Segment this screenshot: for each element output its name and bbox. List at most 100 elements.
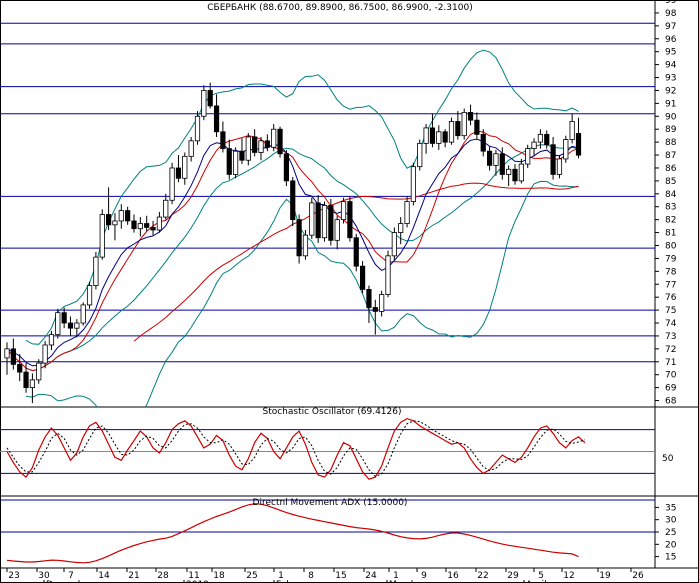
candle: [315, 195, 321, 243]
bollinger-bands: [25, 49, 579, 407]
candle-body: [379, 294, 385, 312]
candle: [537, 129, 544, 149]
candle: [347, 196, 353, 242]
candle-body: [512, 168, 518, 182]
candle-body: [417, 143, 423, 168]
candle-body: [321, 205, 328, 239]
candle-body: [461, 112, 467, 137]
candle-body: [36, 362, 42, 381]
month-label: February: [276, 580, 317, 583]
candle-body: [74, 322, 80, 329]
candle-body: [239, 150, 245, 161]
candle: [188, 136, 194, 162]
candle-body: [4, 348, 10, 359]
stochastic-k-line: [6, 417, 586, 480]
adx-tick-label: 20: [665, 540, 677, 550]
candles: [4, 82, 582, 404]
candle-body: [182, 155, 188, 179]
candle-body: [563, 139, 569, 160]
candle-body: [556, 158, 563, 175]
price-tick-label: 98: [665, 9, 677, 19]
candle-body: [163, 199, 169, 218]
candle-body: [506, 168, 512, 175]
candle: [29, 373, 36, 404]
candle-body: [398, 223, 404, 233]
candle-body: [353, 237, 359, 267]
ma-slow: [133, 182, 579, 342]
candle-body: [55, 312, 61, 336]
candle: [448, 117, 455, 145]
stochastic-title: Stochastic Oscillator (69.4126): [262, 407, 401, 417]
candle-body: [67, 322, 74, 329]
candle-body: [359, 265, 366, 290]
candle-body: [207, 90, 213, 107]
candle-body: [391, 232, 397, 257]
date-tick-label: 29: [507, 571, 519, 581]
candle-body: [315, 202, 321, 239]
candle: [239, 138, 245, 165]
candle: [385, 250, 391, 298]
candle: [309, 197, 315, 240]
date-tick-label: 5: [538, 571, 544, 581]
candle: [480, 129, 486, 157]
candle-body: [550, 144, 556, 175]
candle-body: [99, 214, 105, 258]
candle-body: [455, 121, 461, 137]
adx-tick-label: 30: [665, 516, 677, 526]
date-tick-label: 22: [477, 571, 488, 581]
candle: [125, 206, 131, 225]
candle: [144, 215, 150, 232]
moving-averages: [6, 130, 579, 372]
date-axis: 23307142128111825181524191622295121926De…: [6, 568, 644, 583]
candle-body: [480, 133, 486, 152]
candle: [17, 354, 23, 382]
price-tick-label: 97: [665, 22, 676, 32]
candle: [442, 129, 448, 148]
price-tick-label: 93: [665, 74, 676, 84]
candle-body: [220, 131, 226, 149]
candle: [93, 251, 99, 290]
date-tick-label: 21: [128, 571, 139, 581]
candle: [194, 111, 201, 145]
price-tick-label: 90: [665, 112, 677, 122]
date-tick-label: 1: [278, 571, 284, 581]
candle: [569, 113, 575, 144]
candle-body: [486, 150, 493, 166]
candle: [131, 214, 137, 233]
candle: [398, 217, 404, 245]
date-tick-label: 1: [393, 571, 399, 581]
price-tick-label: 84: [665, 190, 677, 200]
candle: [575, 117, 582, 159]
candle-body: [131, 220, 137, 230]
candle-body: [80, 304, 86, 324]
candle: [61, 307, 67, 329]
candle: [372, 299, 378, 335]
candle: [340, 197, 347, 224]
date-tick-label: 18: [213, 571, 225, 581]
candle-body: [226, 148, 232, 175]
price-tick-label: 96: [665, 35, 677, 45]
candle: [245, 133, 251, 166]
candle-body: [194, 115, 201, 142]
candle: [353, 233, 359, 272]
candle: [499, 147, 505, 180]
candle-body: [309, 202, 315, 236]
candle: [410, 162, 417, 206]
price-tick-label: 78: [665, 267, 677, 277]
price-levels: [0, 22, 655, 363]
candle-body: [296, 219, 302, 257]
candle-body: [112, 220, 118, 226]
price-tick-label: 68: [665, 397, 677, 407]
month-label: April: [526, 580, 547, 583]
date-tick-label: 14: [98, 571, 110, 581]
price-tick-label: 72: [665, 345, 676, 355]
price-tick-label: 82: [665, 216, 676, 226]
candle: [74, 319, 80, 338]
price-tick-label: 73: [665, 332, 676, 342]
candle: [493, 149, 499, 176]
price-tick-label: 95: [665, 48, 676, 58]
date-tick-label: 15: [335, 571, 346, 581]
date-tick-label: 25: [246, 571, 257, 581]
candle-body: [48, 334, 55, 346]
